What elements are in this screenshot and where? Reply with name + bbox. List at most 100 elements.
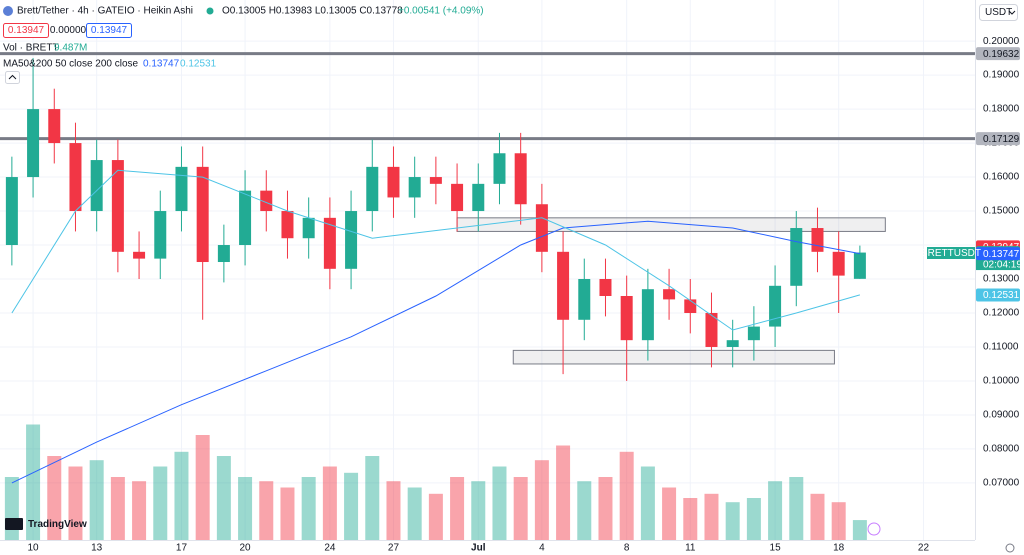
alert-button[interactable] — [867, 522, 881, 536]
ma-value: 0.12531 — [180, 59, 217, 70]
vol-value: 9.487M — [54, 43, 87, 54]
change: +0.00541 (+4.09%) — [398, 6, 484, 17]
candle-body — [514, 153, 527, 205]
price-tag — [976, 47, 1020, 61]
candle-body — [408, 177, 421, 198]
bid-box[interactable] — [3, 23, 49, 38]
ohlc: O0.13005 H0.13983 L0.13005 C0.13778 — [222, 6, 403, 17]
candle-body — [239, 190, 252, 246]
volume-bar — [768, 481, 783, 540]
vol-label: Vol · BRETT — [3, 43, 59, 54]
price-tag-label: 0.19632 — [983, 49, 1020, 60]
volume-bar — [810, 493, 825, 540]
volume-bar — [386, 481, 401, 540]
price-axis: 0.200000.190000.180000.170000.160000.150… — [28, 36, 1023, 554]
volume-bar — [195, 435, 210, 540]
candle-body — [747, 326, 760, 341]
zone — [512, 349, 835, 365]
volume-bar — [704, 493, 719, 540]
volume-bar — [725, 502, 740, 540]
candle-body — [48, 109, 61, 144]
settings-button[interactable] — [1005, 543, 1015, 553]
candle-body — [620, 295, 633, 341]
countdown: 02:04:19 — [983, 260, 1022, 271]
candle-body — [387, 166, 400, 198]
candle-body — [472, 183, 485, 212]
price-tag-label: 0.12531 — [983, 290, 1020, 301]
candle-body — [599, 279, 612, 296]
price-tag-label: 0.17129 — [983, 134, 1020, 145]
volume-bar — [238, 477, 253, 540]
volume-bar — [26, 424, 41, 540]
y-tick-label: 0.08000 — [983, 444, 1020, 455]
moving-average — [11, 169, 861, 331]
candle-body — [726, 340, 739, 347]
volume-bar — [683, 498, 698, 540]
candle-body — [302, 217, 315, 239]
candle-body — [196, 166, 209, 263]
volume-bar — [89, 460, 104, 540]
x-tick-label: 22 — [918, 543, 930, 554]
candle-body — [154, 211, 167, 259]
candle-body — [281, 211, 294, 239]
currency: USDT — [985, 7, 1012, 18]
volume-bar — [492, 466, 507, 540]
candle-body — [345, 211, 358, 269]
moving-average — [11, 220, 860, 484]
candle-body — [111, 160, 124, 252]
volume-bar — [662, 487, 677, 540]
y-tick-label: 0.20000 — [983, 36, 1020, 47]
volume-bar — [4, 477, 19, 540]
y-tick-label: 0.12000 — [983, 308, 1020, 319]
volume-bar — [852, 520, 867, 540]
volume-bar — [407, 487, 422, 540]
volume-bar — [598, 477, 613, 540]
x-tick-label: 10 — [28, 543, 40, 554]
candle-body — [5, 177, 18, 246]
candle-body — [217, 245, 230, 263]
volume-bar — [556, 445, 571, 540]
y-tick-label: 0.19000 — [983, 70, 1020, 81]
status-dot — [206, 7, 214, 15]
candle-body — [69, 143, 82, 212]
volume-bar — [280, 487, 295, 540]
x-tick-label: 11 — [685, 543, 696, 554]
x-tick-label: 13 — [91, 543, 103, 554]
price-tag — [976, 132, 1020, 146]
candle-body — [790, 228, 803, 286]
y-tick-label: 0.18000 — [983, 104, 1020, 115]
x-tick-label: 4 — [539, 543, 545, 554]
candle-body — [451, 183, 464, 212]
collapse-icon — [8, 74, 17, 80]
volume-bar — [153, 466, 168, 540]
x-tick-label: 27 — [388, 543, 400, 554]
price-tag — [976, 247, 1020, 261]
x-tick-label: 18 — [833, 543, 845, 554]
title: Brett/Tether · 4h · GATEIO · Heikin Ashi — [17, 6, 193, 17]
y-tick-label: 0.16000 — [983, 172, 1020, 183]
candle-body — [853, 252, 866, 279]
candle-body — [557, 251, 570, 320]
x-tick-label: Jul — [471, 543, 486, 554]
candle-body — [641, 289, 654, 341]
volume-bar — [47, 456, 62, 540]
candle-body — [663, 289, 676, 300]
candle-body — [769, 285, 782, 327]
currency-button[interactable] — [979, 4, 1018, 21]
symbol-tag — [927, 247, 975, 259]
volume-bar — [619, 451, 634, 540]
ask: 0.13947 — [91, 25, 128, 36]
ask-box[interactable] — [86, 23, 132, 38]
candle-body — [832, 251, 845, 276]
dropdown-icon — [1008, 10, 1016, 15]
x-tick-label: 17 — [176, 543, 188, 554]
candle-body — [684, 299, 697, 313]
x-tick-label: 15 — [770, 543, 782, 554]
ma-value: 0.13747 — [143, 59, 180, 70]
x-tick-label: 8 — [624, 543, 630, 554]
collapse-button[interactable] — [5, 71, 20, 84]
volume-bar — [322, 466, 337, 540]
candle-body — [705, 312, 718, 347]
x-tick-label: 20 — [240, 543, 252, 554]
